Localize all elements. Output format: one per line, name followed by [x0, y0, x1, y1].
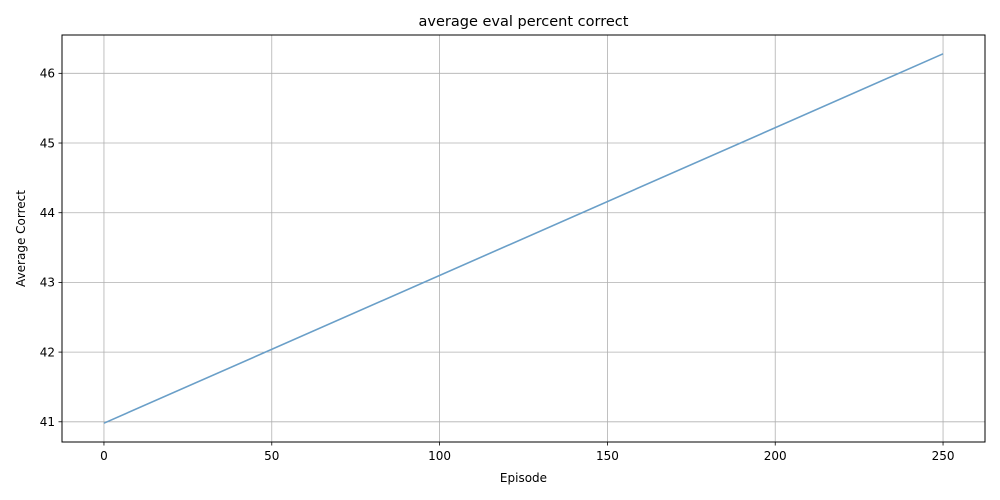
x-tick-label: 250	[932, 449, 955, 463]
y-tick-label: 41	[40, 415, 55, 429]
x-tick-label: 100	[428, 449, 451, 463]
y-tick-label: 45	[40, 136, 55, 150]
x-tick-label: 150	[596, 449, 619, 463]
y-tick-label: 46	[40, 67, 55, 81]
ticks: 0 50 100 150 200 250 41 42 43 44 45 46	[40, 67, 955, 463]
y-axis-label: Average Correct	[14, 190, 28, 287]
x-tick-label: 200	[764, 449, 787, 463]
x-axis-label: Episode	[500, 471, 547, 485]
x-tick-label: 50	[264, 449, 279, 463]
y-tick-label: 44	[40, 206, 55, 220]
y-tick-label: 43	[40, 276, 55, 290]
series-line	[104, 54, 943, 423]
series-layer	[104, 54, 943, 423]
y-tick-label: 42	[40, 345, 55, 359]
x-tick-label: 0	[100, 449, 108, 463]
chart-title: average eval percent correct	[419, 14, 629, 30]
